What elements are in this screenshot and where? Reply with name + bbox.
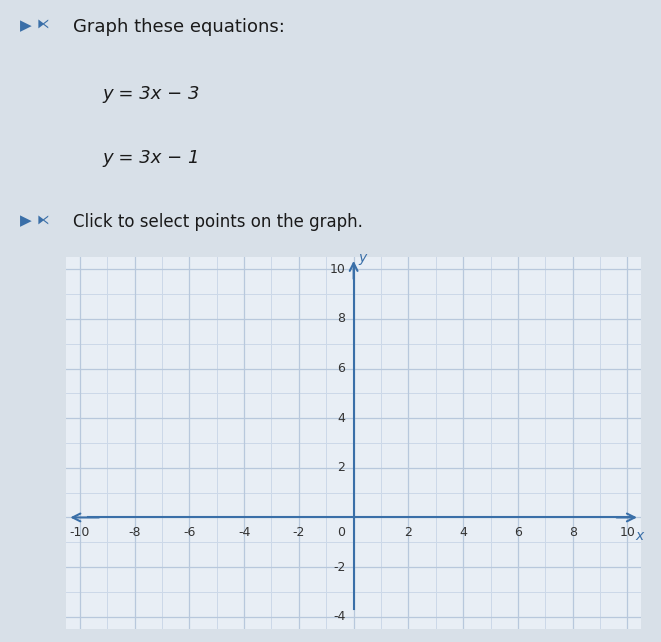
Text: -2: -2 xyxy=(333,560,346,573)
Text: ⧔: ⧔ xyxy=(36,213,49,226)
Text: -8: -8 xyxy=(128,526,141,539)
Text: 4: 4 xyxy=(459,526,467,539)
Text: x: x xyxy=(636,528,644,542)
Text: 4: 4 xyxy=(338,412,346,424)
Text: 2: 2 xyxy=(405,526,412,539)
Text: y: y xyxy=(358,251,367,265)
Text: 2: 2 xyxy=(338,462,346,474)
Text: 6: 6 xyxy=(514,526,522,539)
Text: -4: -4 xyxy=(333,611,346,623)
Text: ▶: ▶ xyxy=(20,18,32,33)
Text: Graph these equations:: Graph these equations: xyxy=(73,18,285,36)
Text: -2: -2 xyxy=(293,526,305,539)
Text: -4: -4 xyxy=(238,526,251,539)
Text: -6: -6 xyxy=(183,526,196,539)
Text: Click to select points on the graph.: Click to select points on the graph. xyxy=(73,213,363,231)
Text: 0: 0 xyxy=(337,526,346,539)
Text: 10: 10 xyxy=(619,526,635,539)
Text: 8: 8 xyxy=(568,526,576,539)
Text: y = 3x − 1: y = 3x − 1 xyxy=(102,149,200,167)
Text: ▶: ▶ xyxy=(20,213,32,228)
Text: 6: 6 xyxy=(338,362,346,375)
Text: -10: -10 xyxy=(69,526,90,539)
Text: 10: 10 xyxy=(330,263,346,275)
Text: y = 3x − 3: y = 3x − 3 xyxy=(102,85,200,103)
Text: ⧔: ⧔ xyxy=(36,18,49,31)
Text: 8: 8 xyxy=(337,313,346,325)
